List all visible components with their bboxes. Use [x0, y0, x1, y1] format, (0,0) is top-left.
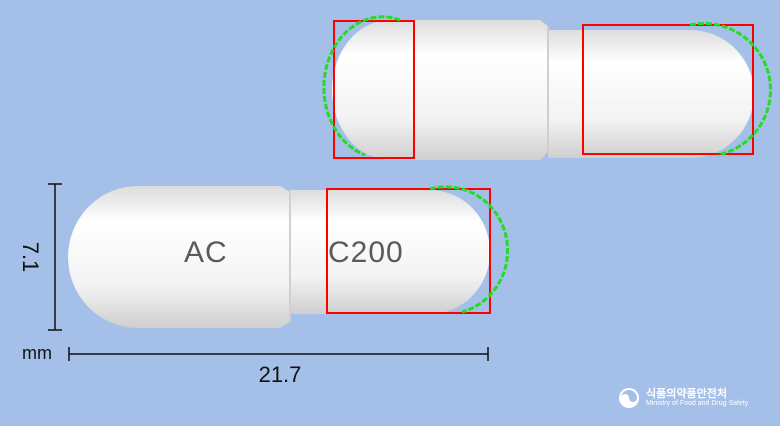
height-label: 7.1: [18, 241, 43, 273]
imprint-left-text: AC: [184, 236, 228, 269]
width-dimension-line: [68, 347, 489, 361]
edge-highlight-bottom: [429, 185, 510, 314]
logo-english-text: Ministry of Food and Drug Safety: [646, 400, 749, 408]
length-label: 21.7: [258, 362, 302, 387]
logo-korean-text: 식품의약품안전처: [646, 388, 727, 401]
detection-box-top-right: [582, 24, 754, 155]
unit-label: mm: [22, 343, 52, 363]
edge-highlight-top-right: [689, 22, 772, 157]
height-dimension-line: [48, 183, 62, 331]
mfds-emblem-icon: [619, 388, 639, 408]
bottom-capsule: [68, 186, 490, 328]
detection-box-top-left: [333, 20, 415, 159]
imprint-right-text: C200: [328, 236, 404, 269]
mfds-logo: 식품의약품안전처 Ministry of Food and Drug Safet…: [618, 387, 748, 409]
top-capsule: [332, 20, 754, 160]
edge-highlight-top-left: [322, 15, 401, 157]
detection-box-bottom: [326, 188, 491, 314]
